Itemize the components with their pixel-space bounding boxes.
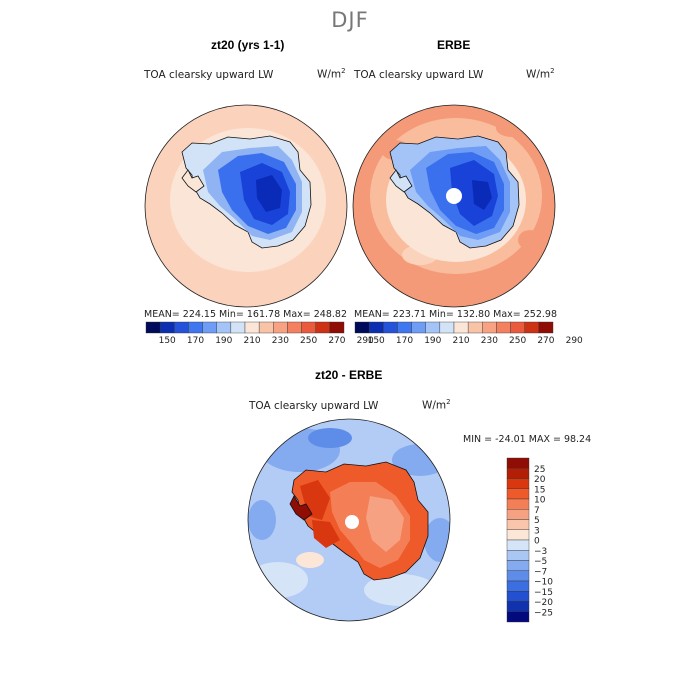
colorbar-diff-label: 0: [534, 537, 540, 547]
colorbar-2-swatch: [524, 321, 540, 334]
colorbar-2-label: 210: [452, 336, 469, 346]
colorbar-2-swatch: [538, 321, 554, 334]
colorbar-diff-swatch: [506, 601, 530, 612]
colorbar-diff-label: 25: [534, 465, 545, 475]
colorbar-diff-label: −10: [534, 578, 553, 588]
colorbar-diff-swatch: [506, 529, 530, 541]
colorbar-diff-label: 10: [534, 496, 546, 506]
map-panel-2: [353, 105, 555, 307]
colorbar-1-swatch: [159, 321, 175, 334]
colorbar-diff-swatch: [506, 509, 530, 520]
colorbar-1-swatch: [145, 321, 161, 334]
colorbar-panel-1: 150 170 190 210 230 250 270 290: [145, 321, 374, 346]
colorbar-2-label: 190: [424, 336, 441, 346]
colorbar-2-swatch: [510, 321, 525, 334]
colorbar-diff-swatch: [506, 488, 530, 500]
colorbar-1-swatch: [258, 321, 274, 334]
colorbar-1-swatch: [301, 321, 316, 334]
colorbar-diff-label: 3: [534, 526, 540, 536]
colorbar-1-label: 250: [300, 336, 317, 346]
colorbar-diff-swatch: [506, 539, 530, 551]
colorbar-1-swatch: [216, 321, 232, 334]
colorbar-diff-label: −25: [534, 608, 553, 618]
colorbar-1-swatch: [315, 321, 331, 334]
colorbar-diff-label: 20: [534, 475, 546, 485]
figure-title: DJF: [331, 8, 369, 32]
colorbar-2-swatch: [425, 321, 441, 334]
colorbar-2-label: 270: [537, 336, 554, 346]
colorbar-diff-label: −15: [534, 588, 553, 598]
colorbar-2-swatch: [482, 321, 497, 334]
map-panel-1: [145, 105, 347, 307]
colorbar-diff-swatch: [506, 457, 530, 469]
colorbar-2-swatch: [453, 321, 469, 334]
colorbar-1-swatch: [273, 321, 288, 334]
colorbar-diff-swatch: [506, 591, 530, 602]
colorbar-2-swatch: [411, 321, 426, 334]
colorbar-diff-label: −7: [534, 567, 547, 577]
map-2-outline: [352, 104, 556, 308]
panel-1-stats: MEAN= 224.15 Min= 161.78 Max= 248.82: [144, 309, 348, 320]
colorbar-2-swatch: [368, 321, 384, 334]
colorbar-diff-swatch: [506, 519, 530, 530]
colorbar-diff-swatch: [506, 560, 530, 571]
colorbar-diff-label: 5: [534, 516, 540, 526]
colorbar-2-label: 250: [509, 336, 526, 346]
panel-3-title: zt20 - ERBE: [315, 368, 383, 382]
colorbar-diff-label: −20: [534, 598, 553, 608]
panel-2-title: ERBE: [437, 38, 471, 52]
colorbar-1-swatch: [329, 321, 345, 334]
colorbar-2-swatch: [467, 321, 483, 334]
map-3-outline: [247, 418, 451, 622]
colorbar-1-swatch: [174, 321, 189, 334]
panel-2-units: W/m2: [526, 67, 555, 81]
colorbar-1-label: 210: [243, 336, 260, 346]
colorbar-1-label: 270: [328, 336, 345, 346]
panel-3-units: W/m2: [422, 398, 451, 412]
colorbar-1-swatch: [230, 321, 246, 334]
colorbar-diff-label: −3: [534, 547, 547, 557]
colorbar-diff-label: 15: [534, 485, 545, 495]
colorbar-1-swatch: [244, 321, 260, 334]
colorbar-1-swatch: [202, 321, 217, 334]
colorbar-1-swatch: [287, 321, 302, 334]
colorbar-2-label: 170: [396, 336, 413, 346]
colorbar-2-swatch: [397, 321, 412, 334]
colorbar-2-label: 290: [566, 336, 583, 346]
panel-1-title: zt20 (yrs 1-1): [211, 38, 285, 52]
colorbar-diff-swatch: [506, 580, 530, 592]
colorbar-1-swatch: [188, 321, 203, 334]
colorbar-diff-swatch: [506, 570, 530, 582]
panel-3-variable: TOA clearsky upward LW: [249, 400, 379, 412]
colorbar-diff-swatch: [506, 550, 530, 561]
colorbar-diff-swatch: [506, 611, 530, 623]
colorbar-diff-swatch: [506, 498, 530, 510]
colorbar-2-swatch: [496, 321, 511, 334]
colorbar-2-swatch: [439, 321, 455, 334]
panel-3-stats: MIN = -24.01 MAX = 98.24: [463, 434, 592, 445]
colorbar-2-swatch: [383, 321, 398, 334]
colorbar-diff-swatch: [506, 468, 530, 479]
colorbar-diff-swatch: [506, 478, 530, 489]
map-panel-3: [248, 419, 450, 621]
colorbar-diff-label: −5: [534, 557, 547, 567]
panel-1-units: W/m2: [317, 67, 346, 81]
colorbar-1-label: 230: [272, 336, 289, 346]
colorbar-diff-label: 7: [534, 506, 540, 516]
colorbar-2-label: 230: [481, 336, 498, 346]
colorbar-1-label: 170: [187, 336, 204, 346]
colorbar-1-label: 290: [357, 336, 374, 346]
colorbar-1-label: 190: [215, 336, 232, 346]
map-1-outline: [144, 104, 348, 308]
panel-2-stats: MEAN= 223.71 Min= 132.80 Max= 252.98: [354, 309, 558, 320]
colorbar-2-swatch: [354, 321, 370, 334]
panel-1-variable: TOA clearsky upward LW: [144, 69, 274, 81]
colorbar-1-label: 150: [159, 336, 176, 346]
colorbar-2-label: 150: [368, 336, 385, 346]
panel-2-variable: TOA clearsky upward LW: [354, 69, 484, 81]
colorbar-panel-2: 150 170 190 210 230 250 270 290: [354, 321, 583, 346]
